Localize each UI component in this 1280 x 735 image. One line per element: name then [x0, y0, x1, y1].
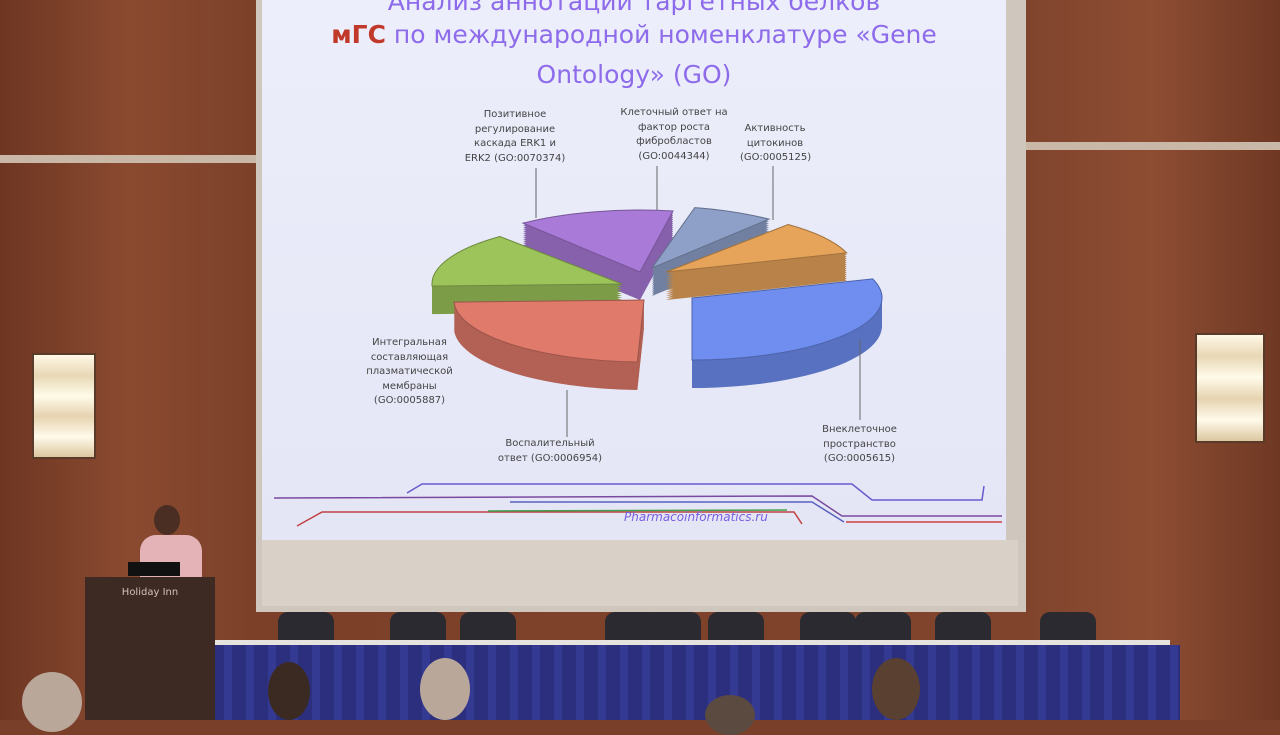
audience-head [268, 662, 310, 720]
pie-slice-extracellular [691, 278, 883, 361]
label-inflammatory: Воспалительный ответ (GO:0006954) [497, 438, 603, 464]
pie-chart-3d [273, 166, 1002, 527]
audience-head [705, 695, 755, 735]
title-highlight: мГС [331, 20, 386, 49]
chair [278, 612, 334, 644]
presentation-slide: Анализ аннотации таргетных белков мГС по… [262, 0, 1006, 540]
decorative-circuit-line [406, 483, 985, 501]
wall-lamp-right [1195, 333, 1265, 443]
title-line2-text: по международной номенклатуре «Gene [393, 20, 937, 49]
chair [708, 612, 764, 644]
label-fgf: Клеточный ответ на фактор роста фибробла… [620, 107, 728, 162]
wall-rail-left [0, 155, 260, 163]
screen-lower-area [262, 540, 1018, 606]
chair [390, 612, 446, 644]
laptop [128, 562, 180, 576]
label-extracellular: Внеклеточное пространство (GO:0005615) [822, 424, 897, 464]
slide-title-line3: Ontology» (GO) [536, 60, 732, 89]
podium-logo: Holiday Inn [121, 587, 179, 598]
chair [460, 612, 516, 644]
label-erk: Позитивное регулирование каскада ERK1 и … [464, 109, 566, 164]
decorative-circuit-line [296, 511, 803, 527]
chair [800, 612, 856, 644]
pie-slice-fgf [650, 207, 771, 270]
chair [1040, 612, 1096, 644]
label-membrane: Интегральная составляющая плазматической… [366, 337, 453, 406]
brand-watermark: Pharmacoinformatics.ru [624, 510, 768, 524]
decorative-circuit-line [273, 495, 1002, 517]
decorative-circuit-line [487, 509, 788, 512]
table-skirt [188, 645, 1180, 720]
slide-title-line2: мГС по международной номенклатуре «Gene [262, 19, 1006, 51]
chair [935, 612, 991, 644]
pie-slice-inflammatory [453, 299, 645, 363]
audience-head [872, 658, 920, 720]
label-cytokine: Активность цитокинов (GO:0005125) [740, 123, 812, 163]
decorative-circuit-line [510, 501, 845, 523]
chair [855, 612, 911, 644]
audience-head [420, 658, 470, 720]
pie-slice-membrane [431, 235, 623, 287]
slide-title-line1: Анализ аннотации таргетных белков [387, 0, 881, 16]
wall-rail-right [1024, 142, 1280, 150]
podium: Holiday Inn [85, 577, 215, 720]
wall-lamp-left [32, 353, 96, 459]
chair [645, 612, 701, 644]
pie-slice-erk [521, 209, 674, 273]
audience-head [22, 672, 82, 732]
pie-slice-cytokine [665, 223, 848, 273]
